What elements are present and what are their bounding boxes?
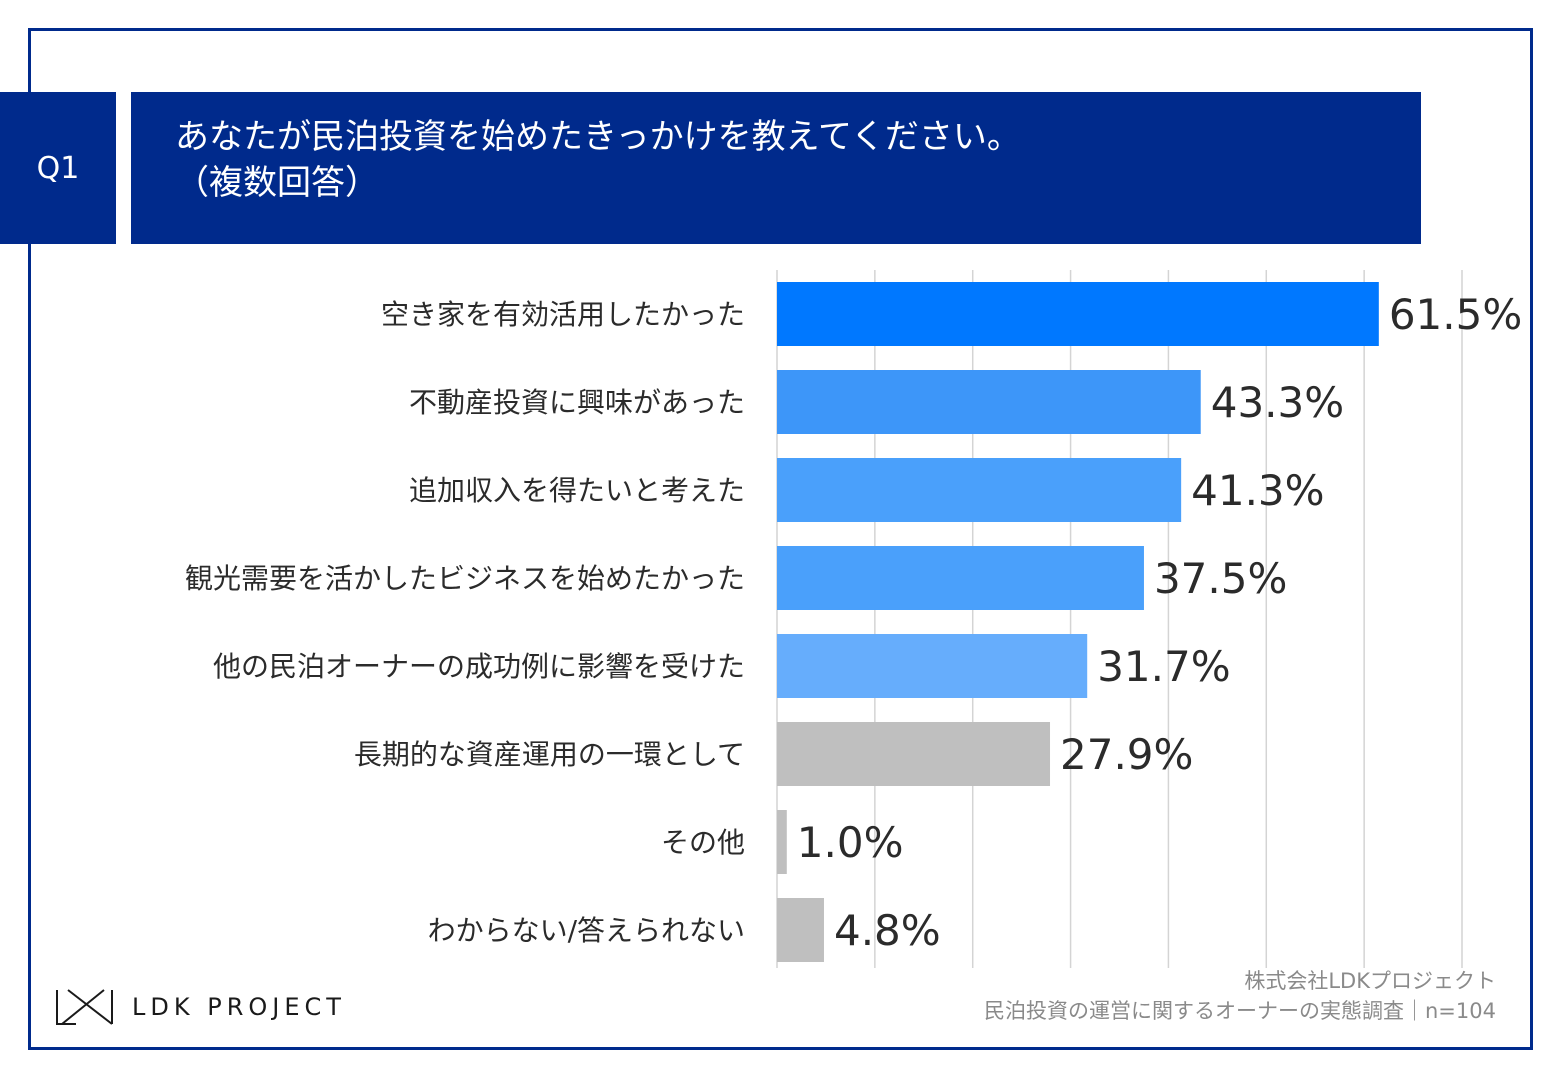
category-label: その他 [661,826,745,859]
bar [777,370,1201,434]
bar [777,722,1051,786]
labels: 空き家を有効活用したかった 61.5% 不動産投資に興味があった 43.3% 追加収入を… [185,290,1522,955]
company-logo: LDK PROJECT [54,986,346,1028]
value-label: 27.9% [1060,730,1193,779]
question-subtitle: （複数回答） [175,163,379,203]
bar [777,634,1088,698]
source-survey: 民泊投資の運営に関するオーナーの実態調査｜n=104 [984,999,1496,1023]
source-note: 株式会社LDKプロジェクト 民泊投資の運営に関するオーナーの実態調査｜n=104 [984,966,1496,1026]
category-label: 追加収入を得たいと考えた [409,474,745,507]
category-label: 空き家を有効活用したかった [381,298,745,331]
category-label: 不動産投資に興味があった [409,386,745,419]
value-label: 61.5% [1389,290,1522,339]
question-number-badge: Q1 [0,92,116,244]
category-label: わからない/答えられない [428,914,745,947]
bar [777,458,1182,522]
value-label: 41.3% [1191,466,1324,515]
value-label: 1.0% [797,818,904,867]
question-title-bar: あなたが民泊投資を始めたきっかけを教えてください。 （複数回答） [131,92,1421,244]
value-label: 4.8% [834,906,941,955]
bar [777,546,1144,610]
outer-frame [28,28,1533,1050]
ldk-logo-icon [56,989,113,1025]
category-label: 他の民泊オーナーの成功例に影響を受けた [213,650,745,683]
value-label: 37.5% [1154,554,1287,603]
bar [777,810,787,874]
category-label: 長期的な資産運用の一環として [354,738,745,771]
logo-text: LDK PROJECT [132,993,346,1021]
bars [777,282,1379,962]
question-number: Q1 [36,150,80,186]
bar [777,898,824,962]
value-label: 43.3% [1211,378,1344,427]
bar [777,282,1379,346]
question-title: あなたが民泊投資を始めたきっかけを教えてください。 [175,117,1021,157]
source-company: 株式会社LDKプロジェクト [1244,969,1496,993]
value-label: 31.7% [1097,642,1230,691]
category-label: 観光需要を活かしたビジネスを始めたかった [185,562,745,595]
